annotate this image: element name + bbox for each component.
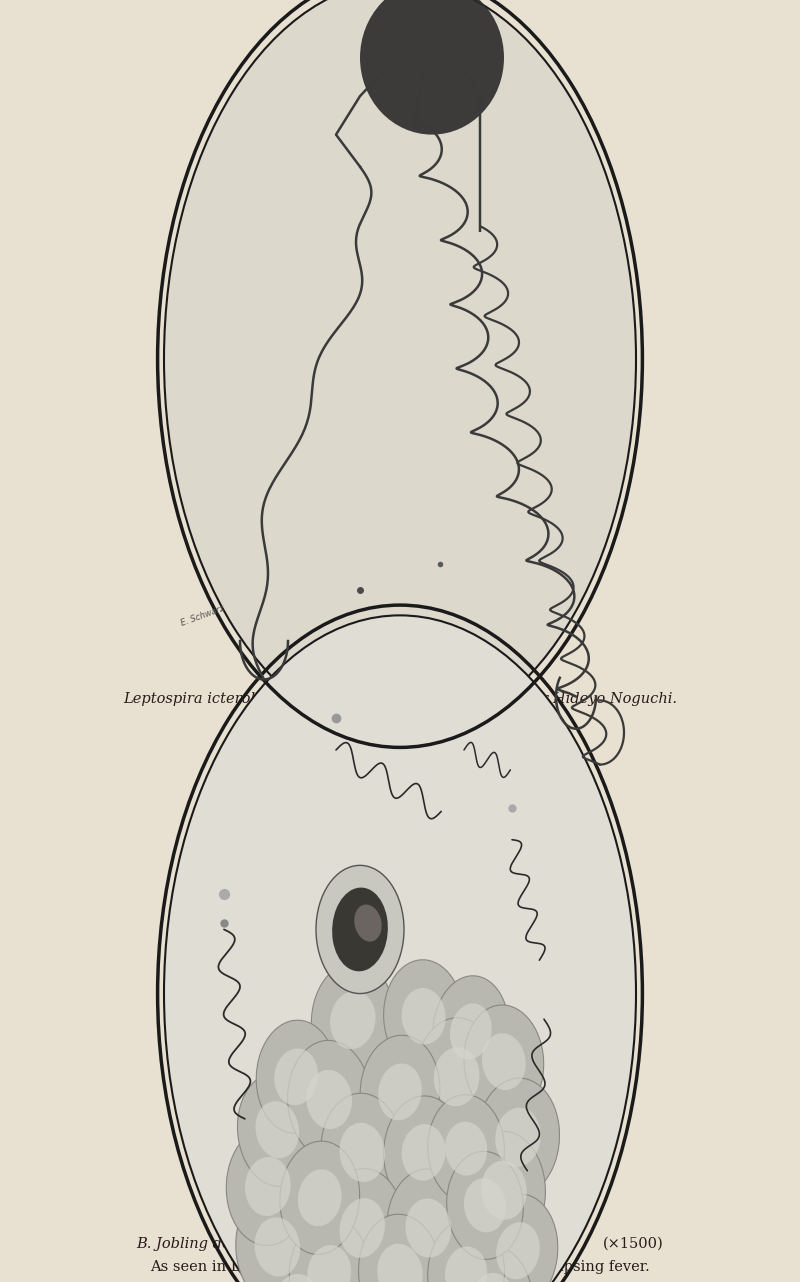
Text: Leptospira icterohæmorrhagiæ.   ×3000.   Modified after Hideyo Noguchi.: Leptospira icterohæmorrhagiæ. ×3000. Mod… xyxy=(123,692,677,705)
Ellipse shape xyxy=(406,1278,489,1282)
Ellipse shape xyxy=(321,1094,404,1211)
Ellipse shape xyxy=(433,976,509,1087)
Ellipse shape xyxy=(384,960,463,1073)
Ellipse shape xyxy=(462,1131,546,1249)
Ellipse shape xyxy=(290,1217,369,1282)
Ellipse shape xyxy=(316,865,404,994)
Ellipse shape xyxy=(226,1127,310,1245)
Ellipse shape xyxy=(354,905,382,941)
Ellipse shape xyxy=(415,1018,498,1136)
Ellipse shape xyxy=(402,988,446,1045)
Ellipse shape xyxy=(321,1169,404,1282)
Circle shape xyxy=(164,615,636,1282)
Ellipse shape xyxy=(464,1005,544,1118)
Ellipse shape xyxy=(254,1218,300,1277)
Ellipse shape xyxy=(378,1064,422,1120)
Ellipse shape xyxy=(274,1274,319,1282)
Ellipse shape xyxy=(495,1108,541,1167)
Text: B. Jobling del.: B. Jobling del. xyxy=(136,1237,240,1250)
Ellipse shape xyxy=(307,1245,351,1282)
Ellipse shape xyxy=(496,1222,540,1279)
Ellipse shape xyxy=(464,1178,506,1232)
Ellipse shape xyxy=(339,1123,385,1182)
Ellipse shape xyxy=(274,1049,318,1105)
Text: Spirochæta recurrentis.: Spirochæta recurrentis. xyxy=(307,1237,493,1250)
Ellipse shape xyxy=(481,1160,526,1219)
Ellipse shape xyxy=(255,1101,299,1158)
Text: Plate 27.: Plate 27. xyxy=(356,747,444,765)
Circle shape xyxy=(164,0,636,737)
Ellipse shape xyxy=(360,1036,440,1149)
Ellipse shape xyxy=(256,1020,336,1133)
Ellipse shape xyxy=(402,1124,446,1181)
Ellipse shape xyxy=(358,1214,442,1282)
Ellipse shape xyxy=(446,1151,523,1259)
Ellipse shape xyxy=(386,1169,470,1282)
Ellipse shape xyxy=(378,1244,422,1282)
Ellipse shape xyxy=(445,1122,487,1176)
Ellipse shape xyxy=(445,1246,487,1282)
Ellipse shape xyxy=(288,1041,370,1159)
Text: (×1500): (×1500) xyxy=(603,1237,664,1250)
Ellipse shape xyxy=(332,887,388,972)
Ellipse shape xyxy=(245,1156,290,1215)
Ellipse shape xyxy=(311,962,394,1078)
Ellipse shape xyxy=(482,1033,526,1090)
Text: Plate 26.: Plate 26. xyxy=(356,35,444,53)
Ellipse shape xyxy=(434,1047,479,1106)
Ellipse shape xyxy=(339,1199,385,1258)
Ellipse shape xyxy=(384,1096,463,1209)
Ellipse shape xyxy=(406,1199,451,1258)
Ellipse shape xyxy=(360,0,504,135)
Text: As seen in Leishman-stained blood film of a case of relapsing fever.: As seen in Leishman-stained blood film o… xyxy=(150,1260,650,1273)
Text: (Wellcome Bureau of Scientific Research.): (Wellcome Bureau of Scientific Research.… xyxy=(243,728,557,741)
Ellipse shape xyxy=(428,1095,505,1203)
Ellipse shape xyxy=(478,1194,558,1282)
Ellipse shape xyxy=(280,1141,360,1254)
Text: E. Schwarz: E. Schwarz xyxy=(180,604,226,627)
Ellipse shape xyxy=(306,1070,352,1129)
Ellipse shape xyxy=(450,1004,492,1059)
Ellipse shape xyxy=(456,1246,533,1282)
Ellipse shape xyxy=(477,1078,559,1196)
Ellipse shape xyxy=(236,1188,318,1282)
Ellipse shape xyxy=(238,1073,317,1186)
Ellipse shape xyxy=(330,991,375,1049)
Ellipse shape xyxy=(428,1219,505,1282)
Ellipse shape xyxy=(254,1245,338,1282)
Ellipse shape xyxy=(474,1273,515,1282)
Ellipse shape xyxy=(298,1169,342,1226)
